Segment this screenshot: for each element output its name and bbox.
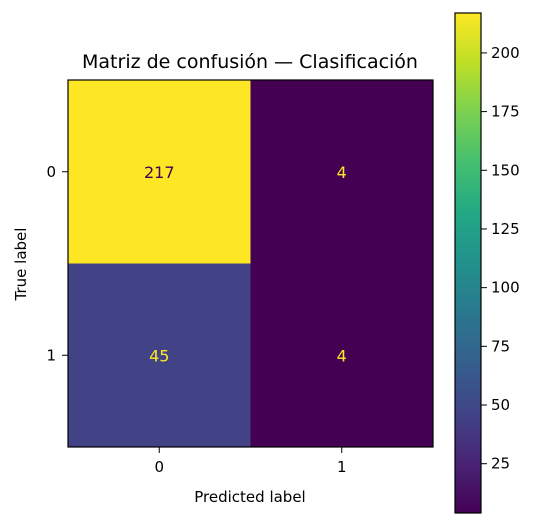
- colorbar-tick-label: 125: [491, 220, 520, 238]
- y-axis-label: True label: [12, 228, 30, 302]
- y-tick-label: 1: [46, 346, 56, 364]
- chart-title: Matriz de confusión — Clasificación: [82, 51, 418, 73]
- x-tick-label: 1: [337, 458, 347, 476]
- matrix-cell-1-1: [250, 263, 434, 448]
- colorbar-tick-label: 75: [491, 337, 510, 355]
- colorbar-tick-label: 100: [491, 279, 520, 297]
- y-tick-label: 0: [46, 163, 56, 181]
- x-tick-label: 0: [154, 458, 164, 476]
- matrix-cell-labels: 217 4 45 4: [144, 163, 347, 366]
- colorbar-tick-label: 25: [491, 455, 510, 473]
- y-axis-ticks: 01: [46, 163, 68, 364]
- colorbar-tick-label: 50: [491, 396, 510, 414]
- matrix-cells: [68, 80, 434, 448]
- cell-value-1-1: 4: [337, 346, 347, 365]
- cell-value-0-0: 217: [144, 163, 175, 182]
- matrix-cell-1-0: [68, 263, 251, 448]
- x-axis-label: Predicted label: [194, 488, 305, 506]
- colorbar-tick-label: 200: [491, 44, 520, 62]
- colorbar-tick-label: 175: [491, 103, 520, 121]
- plot-frame: [67, 79, 434, 448]
- colorbar-tick-label: 150: [491, 161, 520, 179]
- matrix-cell-0-0: [68, 80, 251, 264]
- matrix-cell-0-1: [250, 80, 434, 264]
- colorbar: [454, 12, 482, 514]
- cell-value-0-1: 4: [337, 163, 347, 182]
- colorbar-ticks: 25 50 75 100 125 150 175 200: [481, 44, 520, 473]
- cell-value-1-0: 45: [149, 346, 169, 365]
